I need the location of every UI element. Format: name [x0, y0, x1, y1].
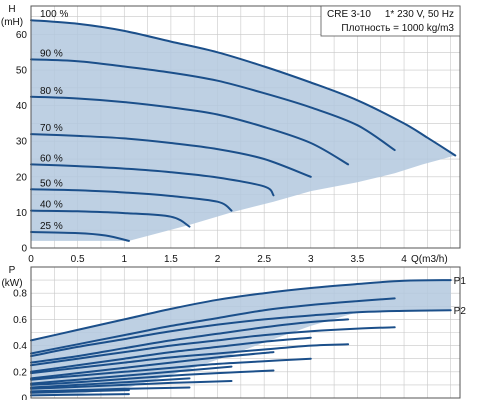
y-axis-unit: (kW)	[1, 278, 22, 289]
x-tick-label: 1.5	[164, 254, 178, 265]
x-tick-label: 0	[28, 254, 34, 265]
series-line-p2-25	[30, 393, 130, 397]
x-tick-label: 2.5	[257, 254, 271, 265]
series-line-p1-70	[30, 336, 312, 373]
series-line-p2-60	[30, 369, 275, 386]
series-line-p1-80	[30, 318, 350, 364]
series-label-70: 70 %	[40, 123, 63, 134]
pump-supply-label: 1* 230 V, 50 Hz	[385, 9, 454, 20]
y-tick-label: 0.4	[13, 341, 27, 352]
series-line-p2-70	[30, 357, 312, 381]
y-tick-label: 60	[16, 30, 28, 41]
series-label-25: 25 %	[40, 221, 63, 232]
series-line-p1-25	[30, 389, 130, 394]
series-label-80: 80 %	[40, 86, 63, 97]
pump-info-box: CRE 3-10 1* 230 V, 50 Hz Плотность = 1000 …	[320, 5, 461, 37]
y-tick-label: 10	[16, 208, 28, 219]
series-line-25	[30, 231, 130, 242]
y-tick-label: 20	[16, 172, 28, 183]
series-line-p2-50	[30, 380, 233, 390]
series-line-p2	[30, 309, 452, 358]
y-axis-label: P	[9, 265, 16, 276]
head-chart-panel: 100 %90 %80 %70 %60 %50 %40 %25 %0102030…	[1, 4, 461, 265]
series-line-p2-90	[30, 326, 396, 367]
series-line-90	[30, 58, 396, 152]
x-tick-label: 3.5	[350, 254, 364, 265]
series-label-40: 40 %	[40, 200, 63, 211]
series-label-90: 90 %	[40, 48, 63, 59]
y-axis-unit: (mH)	[1, 17, 23, 28]
series-line-100	[30, 19, 457, 157]
series-label-60: 60 %	[40, 153, 63, 164]
y-tick-label: 50	[16, 66, 28, 77]
y-axis-label: H	[8, 4, 15, 15]
y-tick-label: 40	[16, 101, 28, 112]
series-label-50: 50 %	[40, 178, 63, 189]
series-line-p1	[30, 279, 452, 342]
series-line-p1-40	[30, 377, 191, 389]
x-axis-label: Q(m3/h)	[411, 254, 448, 265]
y-tick-label: 0	[21, 244, 27, 255]
fluid-density-label: Плотность = 1000 kg/m3	[341, 23, 454, 34]
info-box-frame	[320, 5, 461, 37]
y-tick-label: 30	[16, 137, 28, 148]
x-tick-label: 2	[215, 254, 221, 265]
series-line-40	[30, 209, 191, 228]
plot-frame	[30, 5, 461, 249]
y-tick-label: 0	[21, 394, 27, 400]
series-line-p2-40	[30, 386, 191, 393]
y-tick-label: 0.6	[13, 315, 27, 326]
series-label-100: 100 %	[40, 9, 68, 20]
pump-model-label: CRE 3-10	[327, 9, 371, 20]
series-line-p1-50	[30, 365, 233, 385]
series-line-p2-80	[30, 343, 350, 375]
x-tick-label: 3	[308, 254, 314, 265]
series-line-70	[30, 133, 312, 178]
x-tick-label: 4	[401, 254, 407, 265]
y-tick-label: 0.2	[13, 367, 27, 378]
operating-range-area	[31, 20, 456, 241]
x-tick-label: 0.5	[71, 254, 85, 265]
series-line-p1-90	[30, 297, 396, 355]
x-tick-label: 1	[121, 254, 127, 265]
series-line-p1-60	[30, 351, 275, 380]
y-tick-label: 0.8	[13, 289, 27, 300]
series-line-80	[30, 95, 350, 166]
series-line-50	[30, 188, 233, 212]
plot-frame	[30, 266, 461, 399]
series-line-60	[30, 163, 275, 197]
